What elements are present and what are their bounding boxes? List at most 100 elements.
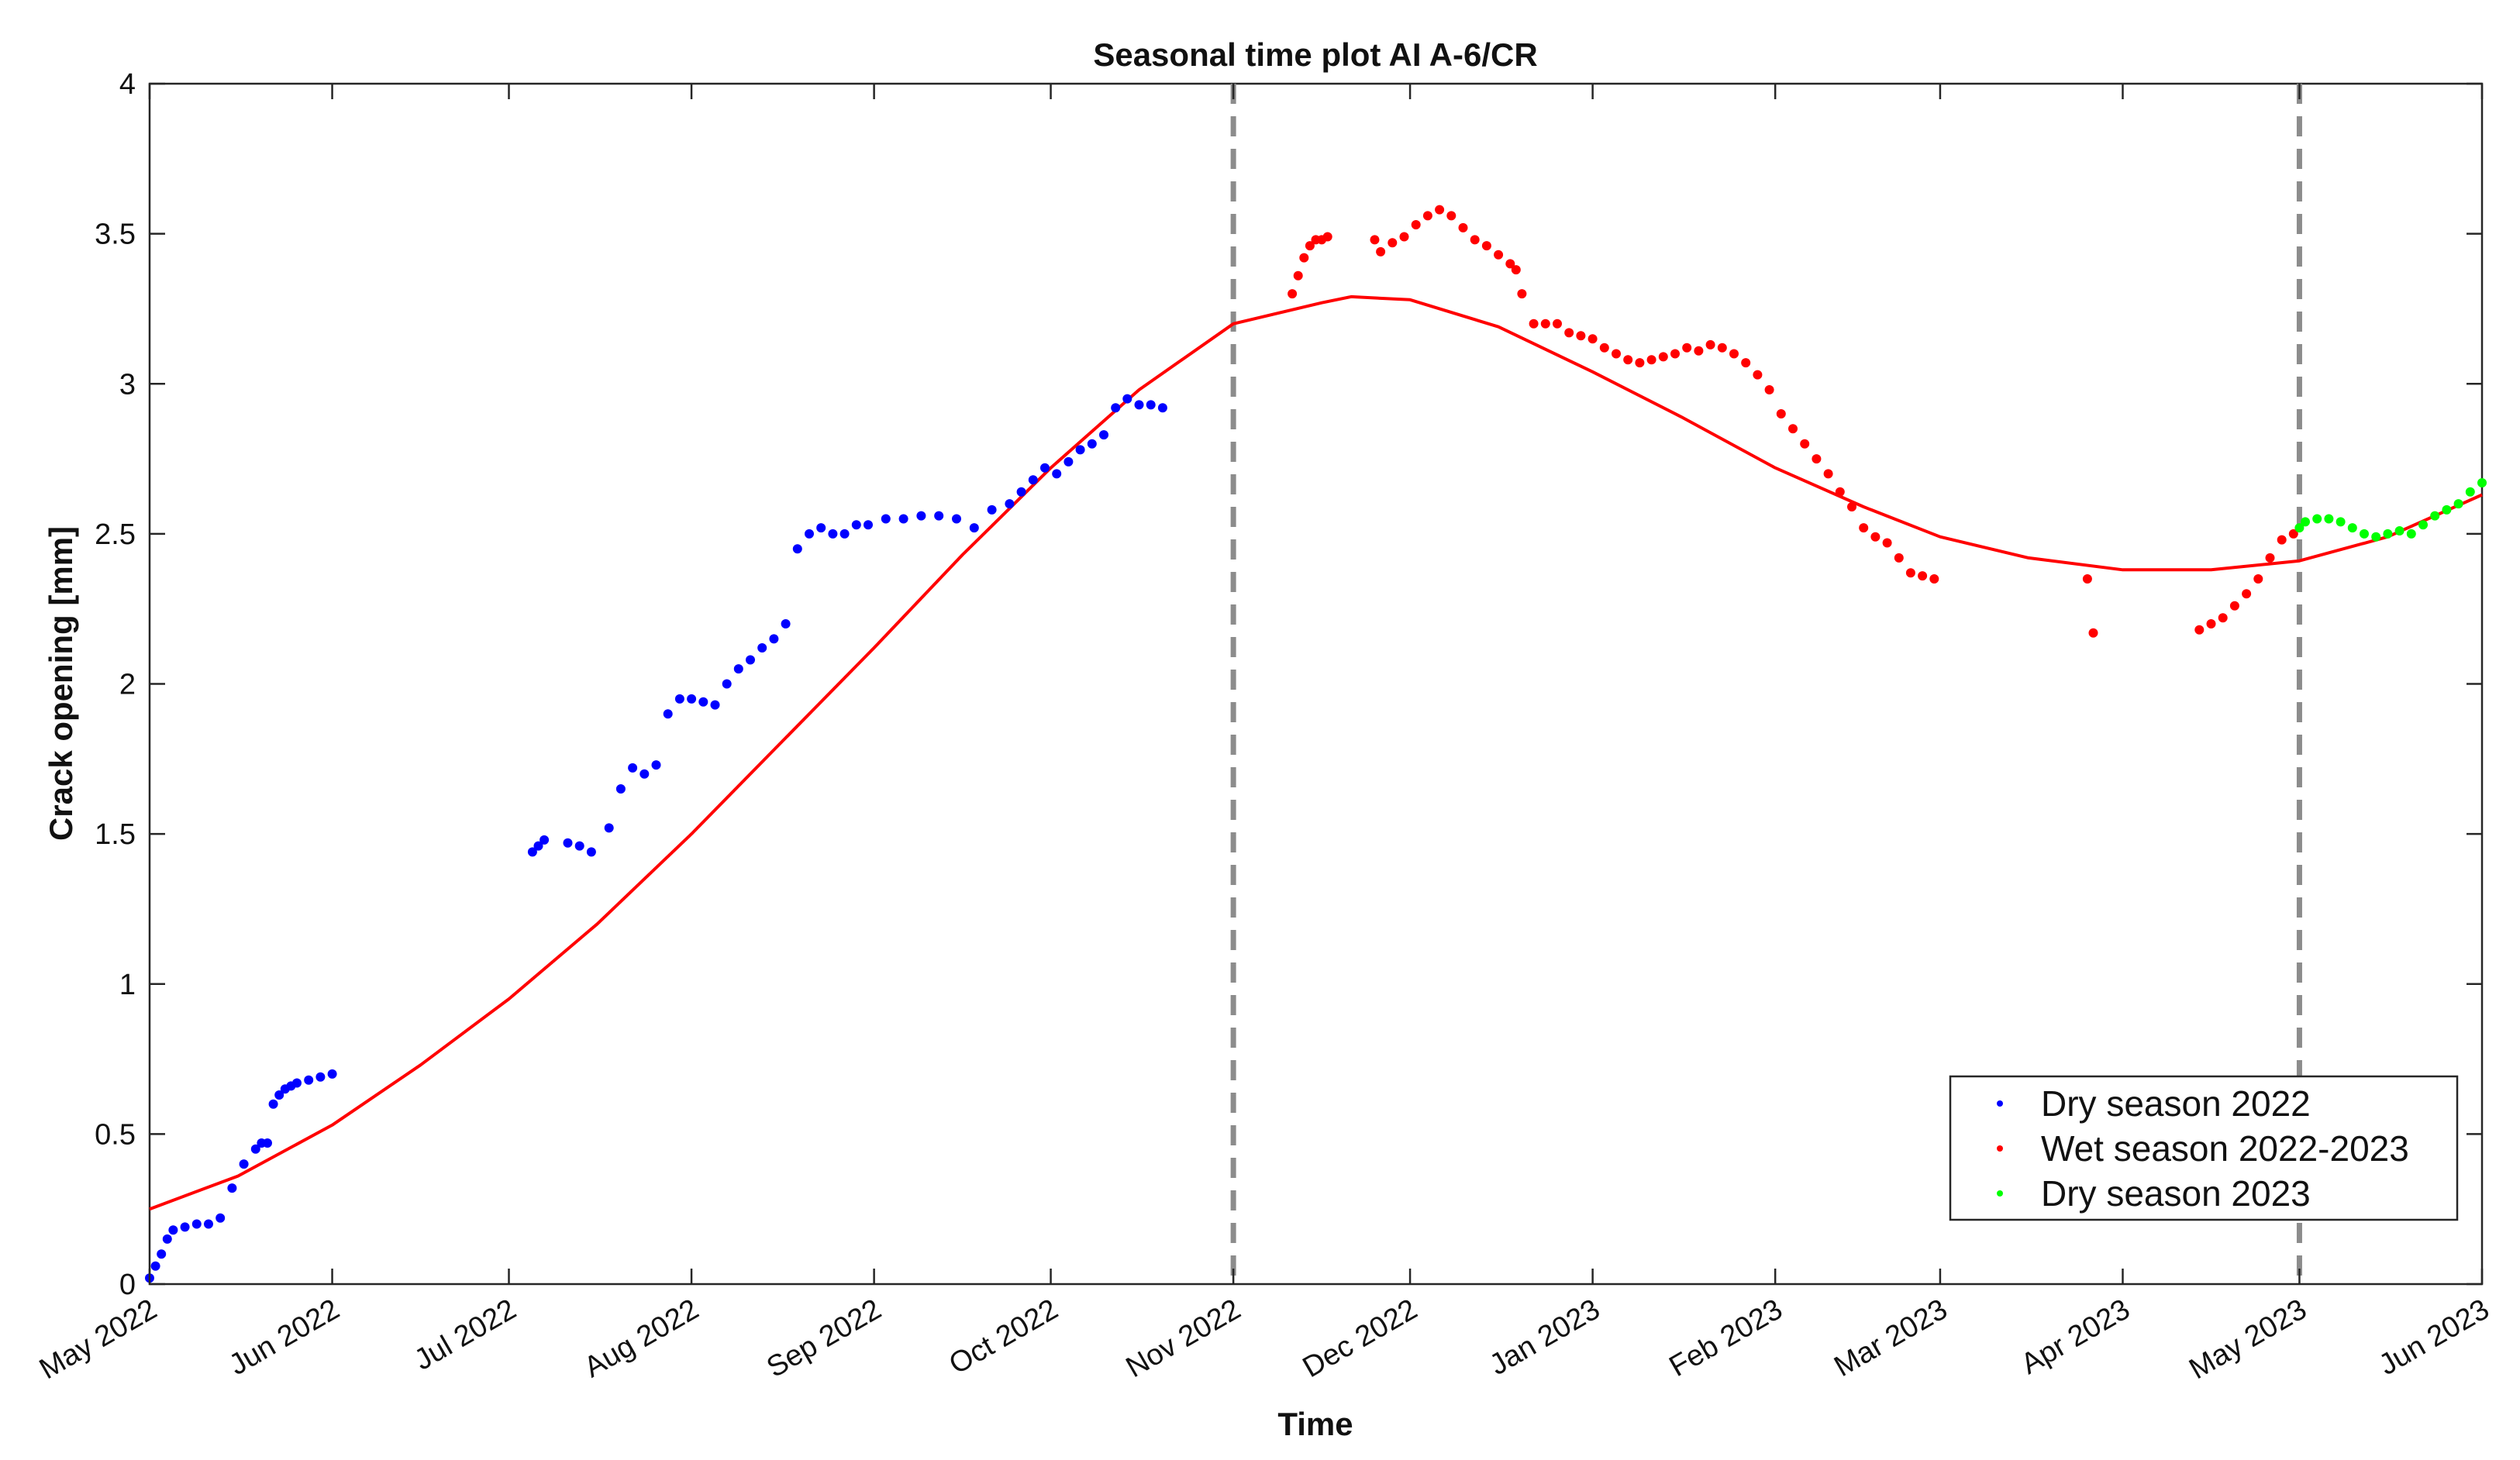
data-point	[1370, 235, 1380, 245]
season-boundary-lines	[1230, 84, 2302, 1284]
data-point	[1016, 487, 1026, 497]
data-point	[2394, 526, 2405, 535]
data-point	[1299, 253, 1309, 263]
data-point	[1776, 409, 1786, 418]
x-tick-label: Sep 2022	[761, 1293, 887, 1384]
data-point	[1599, 343, 1609, 353]
data-point	[1005, 499, 1015, 509]
data-point	[327, 1069, 337, 1079]
data-point	[2453, 499, 2463, 509]
data-point	[157, 1249, 167, 1259]
data-point	[1399, 232, 1409, 242]
data-point	[2265, 553, 2275, 563]
x-tick-label: Dec 2022	[1298, 1293, 1423, 1384]
data-point	[651, 760, 661, 770]
x-tick-label: May 2022	[34, 1293, 163, 1386]
data-point	[1505, 259, 1515, 269]
data-point	[1517, 289, 1527, 299]
data-point	[1859, 523, 1869, 533]
y-tick-label: 3	[119, 368, 136, 401]
data-point	[1553, 319, 1562, 329]
data-point	[1099, 430, 1108, 440]
data-point	[1905, 568, 1915, 578]
data-point	[1435, 205, 1445, 215]
data-point	[533, 841, 543, 851]
legend-marker-wet-2022-2023	[1997, 1145, 2003, 1152]
x-tick-label: Jun 2023	[2373, 1293, 2494, 1382]
data-point	[2288, 529, 2298, 539]
data-point	[2229, 601, 2239, 611]
data-point	[204, 1219, 213, 1229]
data-point	[315, 1072, 326, 1082]
data-point	[1800, 439, 1810, 449]
data-point	[563, 838, 573, 848]
data-point	[2082, 574, 2092, 584]
data-point	[1111, 403, 1121, 413]
data-points-layer	[145, 205, 2487, 1283]
data-point	[2371, 532, 2381, 542]
data-point	[1929, 574, 1939, 584]
data-point	[574, 841, 584, 851]
data-point	[1075, 445, 1085, 455]
data-point	[2336, 517, 2346, 527]
legend-box	[1949, 1075, 2459, 1221]
y-tick-label: 2	[119, 669, 136, 701]
x-axis-label: Time	[1277, 1406, 1353, 1442]
y-tick-label: 2.5	[95, 518, 136, 551]
series-points	[145, 394, 1167, 1283]
data-point	[1529, 319, 1539, 329]
data-point	[2088, 628, 2098, 638]
data-point	[881, 514, 891, 524]
data-point	[1717, 343, 1727, 353]
x-tick-label: Jul 2022	[409, 1293, 522, 1376]
data-point	[1694, 346, 1704, 356]
x-tick-label: Mar 2023	[1829, 1293, 1953, 1383]
legend-label-dry-2022: Dry season 2022	[2041, 1083, 2311, 1124]
data-point	[864, 520, 873, 530]
data-point	[1646, 355, 1656, 365]
data-point	[215, 1213, 226, 1223]
data-point	[1028, 475, 1038, 485]
data-point	[2418, 520, 2428, 530]
data-point	[1729, 349, 1739, 359]
data-point	[2242, 589, 2252, 599]
data-point	[268, 1099, 278, 1109]
data-point	[292, 1078, 302, 1088]
data-point	[1623, 355, 1633, 365]
data-point	[274, 1090, 284, 1100]
data-point	[639, 769, 650, 779]
fit-curve-layer	[149, 294, 2483, 1211]
data-point	[1788, 424, 1798, 434]
data-point	[586, 847, 596, 857]
data-point	[1587, 334, 1598, 344]
data-point	[1658, 352, 1668, 362]
data-point	[1576, 331, 1586, 341]
x-tick-label: Apr 2023	[2015, 1293, 2136, 1380]
data-point	[2312, 514, 2322, 524]
data-point	[1882, 538, 1892, 548]
data-point	[934, 511, 944, 521]
data-point	[1134, 400, 1144, 410]
data-point	[168, 1225, 178, 1235]
data-point	[1540, 319, 1550, 329]
data-point	[162, 1234, 172, 1244]
data-point	[916, 511, 926, 521]
x-tick-label: May 2023	[2184, 1293, 2312, 1386]
data-point	[180, 1222, 190, 1232]
data-point	[2406, 529, 2416, 539]
data-point	[1322, 232, 1332, 242]
data-point	[615, 784, 626, 794]
y-axis-label: Crack opening [mm]	[43, 526, 79, 841]
data-point	[2442, 504, 2452, 515]
data-point	[1376, 246, 1386, 257]
data-point	[710, 700, 720, 710]
data-point	[851, 520, 861, 530]
data-point	[2253, 574, 2263, 584]
data-point	[2360, 529, 2369, 539]
data-point	[1052, 469, 1062, 479]
data-point	[2383, 529, 2393, 539]
data-point	[1894, 553, 1904, 563]
data-point	[1918, 571, 1928, 581]
data-point	[2324, 514, 2334, 524]
data-point	[150, 1261, 160, 1271]
